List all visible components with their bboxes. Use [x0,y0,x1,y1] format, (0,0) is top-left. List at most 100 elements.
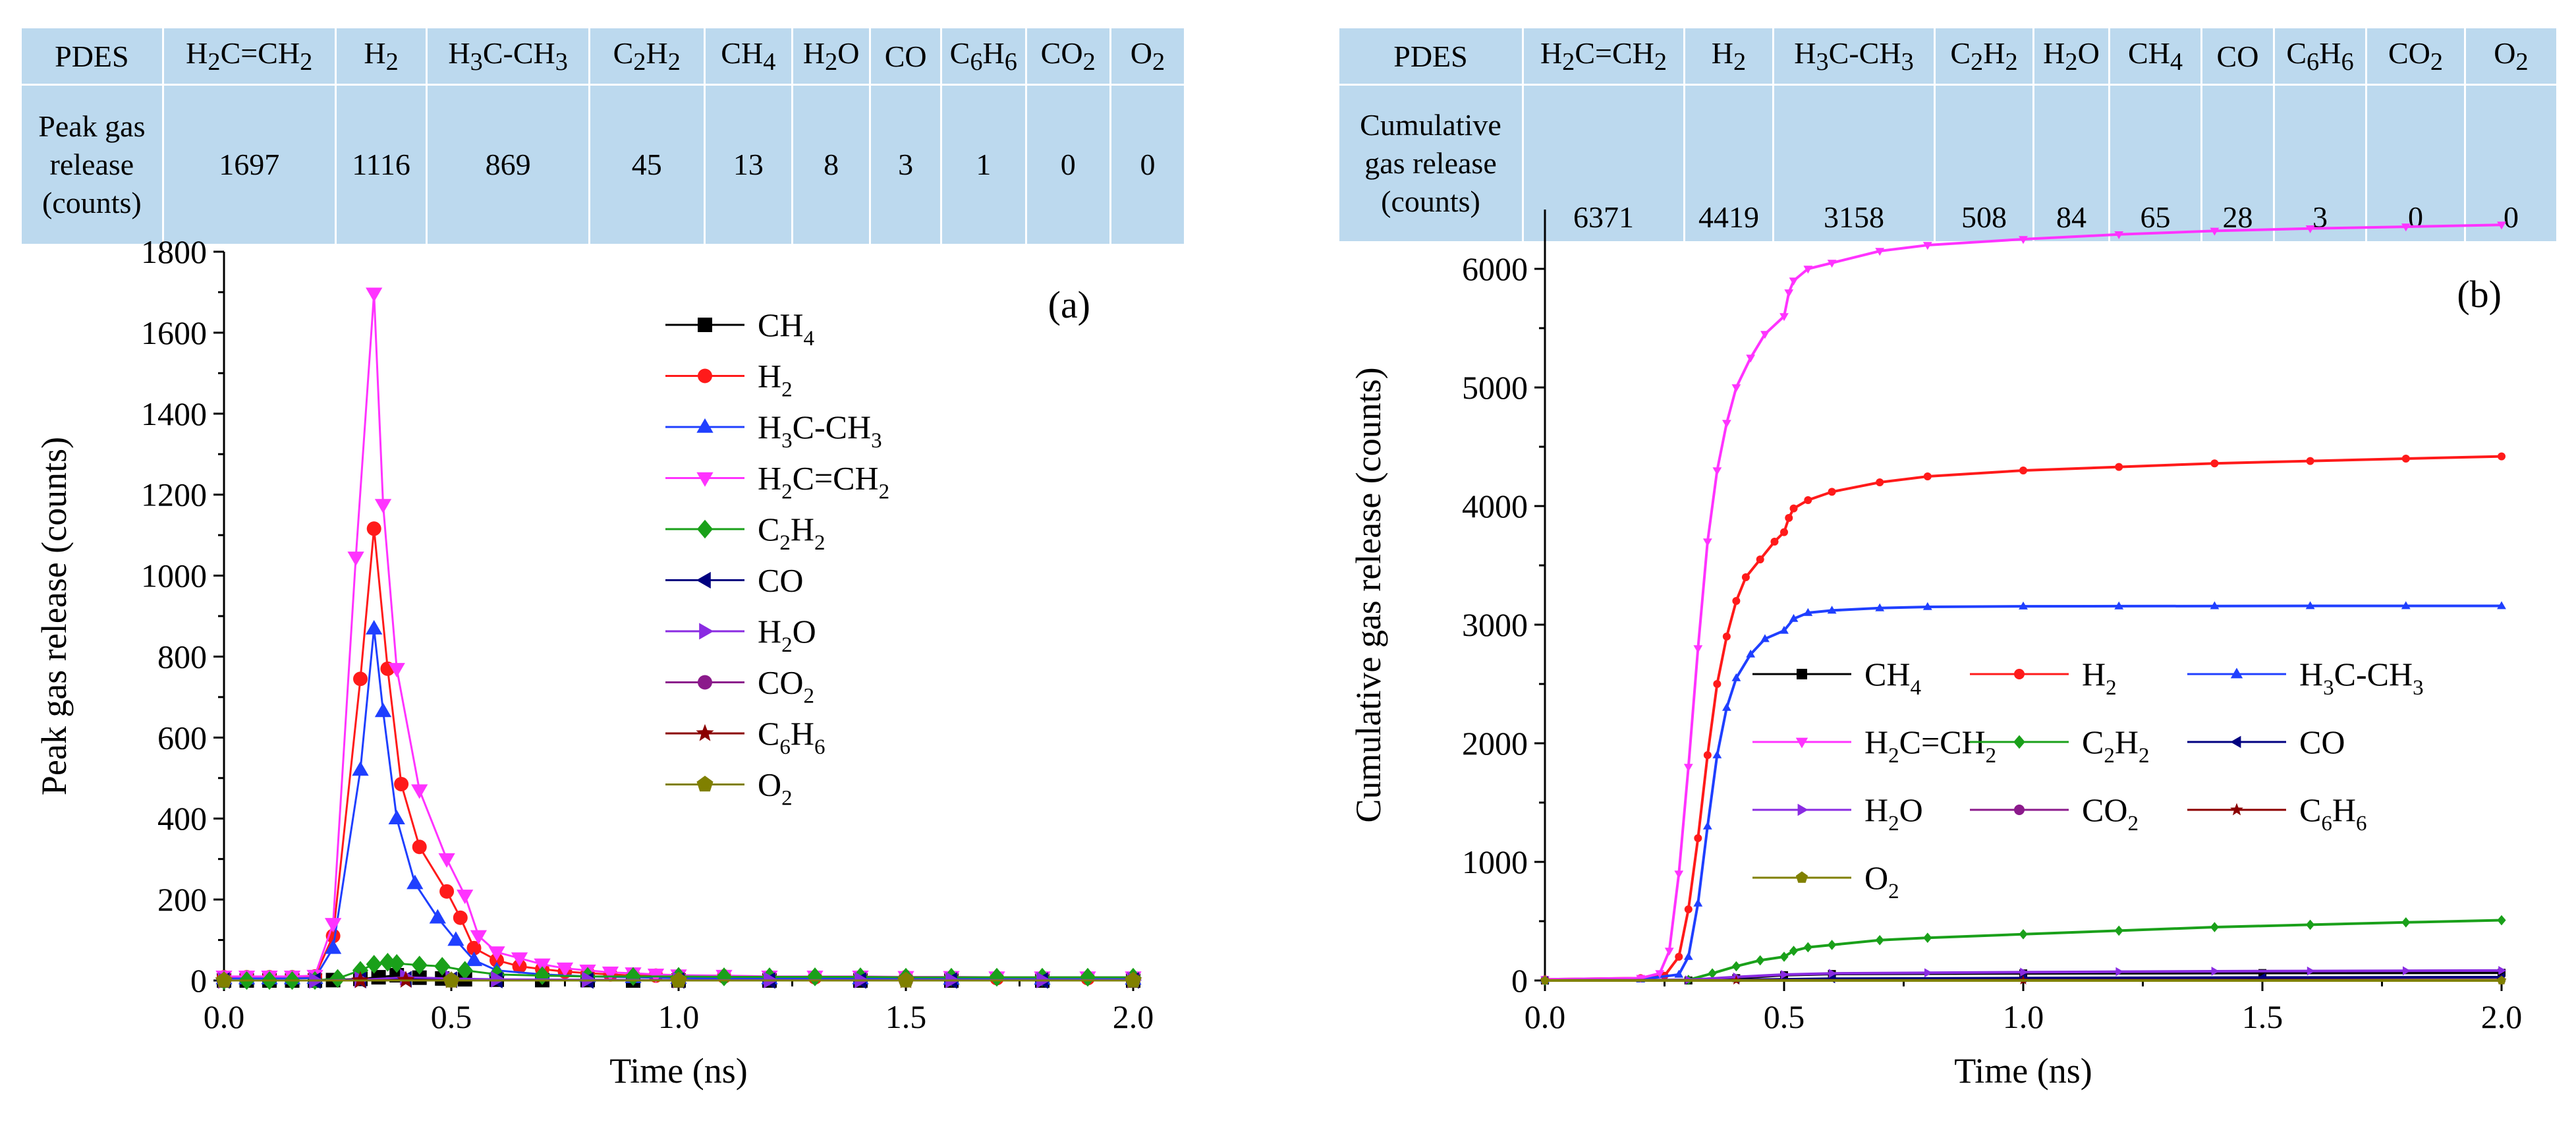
data-point [670,971,687,988]
legend-item: C2H2 [1970,724,2149,768]
table-header-cell: O2 [2464,26,2558,86]
table-header-cell: H3C-CH3 [426,26,590,86]
legend-label: CO2 [2082,791,2139,836]
data-point [2306,457,2314,465]
data-point [1828,940,1837,950]
data-point [1731,384,1741,393]
data-point [1827,260,1837,268]
legend-label: H2C=CH2 [758,460,889,504]
data-point [457,890,474,905]
series [1540,915,2506,986]
y-tick-label: 800 [157,638,207,675]
table-header-cell: CO2 [1024,26,1111,86]
legend-marker [2014,805,2025,815]
table-cell: 508 [1934,84,2034,243]
data-point [1732,597,1741,605]
table-cell: 45 [588,84,706,246]
data-point [366,955,382,974]
data-point [412,839,427,855]
data-point [2019,601,2028,610]
legend-marker [1795,737,1808,749]
table-cell: 869 [426,84,590,246]
data-point [366,619,383,635]
table-row: Peak gas release (counts) 1697 1116 869 45… [20,84,1187,246]
data-point [1712,467,1722,476]
data-point [491,971,506,988]
legend-label: C2H2 [2082,724,2149,768]
data-point [388,810,405,825]
data-point [1746,649,1756,658]
legend-label: CH4 [758,306,814,351]
table-cell: 1697 [161,84,337,246]
table-header-cell: CH4 [2108,26,2202,86]
series-line [1544,455,2502,981]
data-point [1875,935,1884,946]
data-point [1781,970,1789,979]
data-point [1674,969,1684,978]
data-point [2305,601,2315,610]
legend-label: H2 [2082,656,2117,700]
data-point [2210,459,2219,468]
table-header-cell: PDES [20,26,164,86]
data-point [2498,965,2507,975]
legend-marker [698,368,712,383]
data-point [366,287,383,302]
legend-marker [1795,871,1808,883]
data-point [1703,751,1712,759]
x-tick-label: 1.5 [2242,998,2283,1035]
panel-label: (b) [2457,273,2502,316]
legend-item: CO [665,562,803,599]
data-point [470,930,488,945]
legend-marker [2230,667,2243,679]
y-tick-label: 0 [190,962,207,999]
table-header-row: PDES H2C=CH2 H2 H3C-CH3 C2H2 CH4 H2O CO … [20,26,1187,86]
data-point [1675,953,1683,961]
table-cell: 0 [1024,84,1111,246]
data-point [2401,917,2411,928]
data-point [1779,951,1789,962]
data-point [1722,420,1731,428]
series-line [224,528,1133,979]
table-cell: 13 [703,84,794,246]
cumulative-gas-table: PDES H2C=CH2 H2 H3C-CH3 C2H2 H2O CH4 CO … [1337,26,2558,243]
series [1540,601,2506,983]
panel-label: (a) [1048,283,1090,326]
y-tick-label: 400 [157,800,207,837]
legend-label: CO [2299,724,2345,760]
data-point [1828,488,1836,496]
data-point [1827,606,1837,614]
data-point [1693,898,1703,907]
legend-item: H2 [1970,656,2117,700]
legend-item: O2 [665,766,793,810]
x-tick-label: 2.0 [2481,998,2523,1035]
data-point [389,953,405,973]
data-point [2210,922,2219,932]
y-tick-label: 3000 [1462,606,1528,643]
table-cell: 0 [1109,84,1187,246]
legend-marker [2230,735,2241,749]
data-point [2114,601,2124,610]
y-tick-label: 600 [157,719,207,756]
legend-label: H2C=CH2 [1864,724,1996,768]
data-point [1756,555,1764,563]
data-point [443,971,460,988]
x-axis-label: Time (ns) [609,1051,748,1091]
data-point [1683,951,1693,960]
data-point [366,521,381,536]
legend-item: CO2 [1970,791,2139,836]
data-point [1713,680,1722,688]
legend-label: O2 [1864,859,1899,903]
data-point [1683,764,1693,772]
axes: 0.0 0.5 1.0 1.5 2.0 0 1000 2000 3000 4000 5000 6000 [1462,210,2522,1035]
legend-label: H2O [1864,791,1923,836]
table-header-cell: H2C=CH2 [1522,26,1685,86]
table-header-cell: H2 [1683,26,1774,86]
table-cell: 3 [869,84,943,246]
legend-label: C2H2 [758,511,825,555]
legend-item: CH4 [1752,656,1921,700]
data-point [1789,277,1799,286]
data-point [411,955,428,975]
legend-item: H2O [1752,791,1923,836]
series [1541,452,2506,984]
data-point [2211,967,2220,976]
